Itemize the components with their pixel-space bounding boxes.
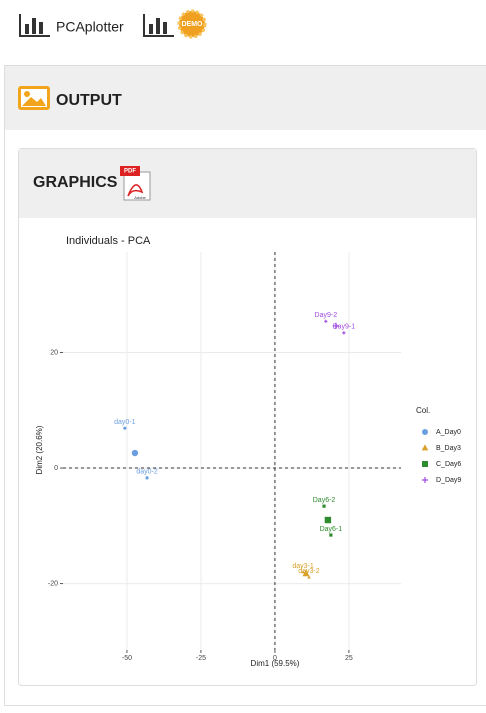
legend-key	[421, 444, 429, 451]
logo-right	[143, 14, 174, 37]
output-header	[5, 66, 486, 130]
output-title: OUTPUT	[56, 92, 122, 109]
point	[145, 476, 149, 480]
y-tick-label: 0	[54, 465, 58, 472]
group-mean	[332, 322, 340, 330]
chart-title: Individuals - PCA	[66, 235, 151, 247]
point-label: Day9-1	[333, 324, 356, 331]
image-icon	[18, 86, 50, 110]
legend-key	[422, 461, 428, 467]
demo-badge	[177, 9, 207, 39]
legend-label: A_Day0	[436, 429, 461, 436]
legend-key	[422, 429, 428, 435]
legend-label: D_Day9	[436, 477, 461, 484]
x-tick-label: -50	[122, 655, 132, 662]
legend-label: C_Day6	[436, 461, 461, 468]
graphics-title: GRAPHICS	[33, 174, 118, 191]
pdf-label: PDF	[124, 169, 136, 175]
x-tick-label: -25	[196, 655, 206, 662]
graphics-panel	[18, 148, 477, 686]
legend-title: Col.	[416, 406, 430, 415]
point	[301, 570, 305, 574]
point	[329, 533, 333, 537]
point-label: Day9-2	[315, 312, 338, 319]
y-tick-label: -20	[48, 580, 58, 587]
app-name: PCAplotter	[56, 19, 124, 35]
point	[307, 575, 311, 579]
y-tick-label: 20	[50, 349, 58, 356]
point	[342, 331, 346, 335]
point-label: Day6-2	[313, 497, 336, 504]
point-label: day3-1	[292, 563, 314, 570]
logo-left	[19, 14, 50, 37]
group-mean	[324, 516, 332, 524]
group-mean	[302, 569, 310, 577]
point	[322, 504, 326, 508]
legend-label: B_Day3	[436, 445, 461, 452]
pdf-icon	[120, 166, 151, 201]
point-label: day0-2	[136, 469, 158, 476]
point-label: Day6-1	[320, 526, 343, 533]
x-tick-label: 25	[345, 655, 353, 662]
point-label: day3-2	[298, 568, 320, 575]
y-axis-label: Dim2 (20.6%)	[35, 425, 44, 474]
graphics-header	[19, 149, 476, 218]
point	[324, 319, 328, 323]
x-axis-label: Dim1 (59.5%)	[251, 659, 300, 668]
demo-badge-text: DEMO	[182, 21, 204, 28]
point-label: day0-1	[114, 419, 136, 426]
point	[123, 426, 127, 430]
group-mean	[131, 449, 139, 457]
pdf-brand: Adobe	[134, 195, 146, 200]
legend-key	[422, 477, 428, 483]
x-tick-label: 0	[273, 655, 277, 662]
